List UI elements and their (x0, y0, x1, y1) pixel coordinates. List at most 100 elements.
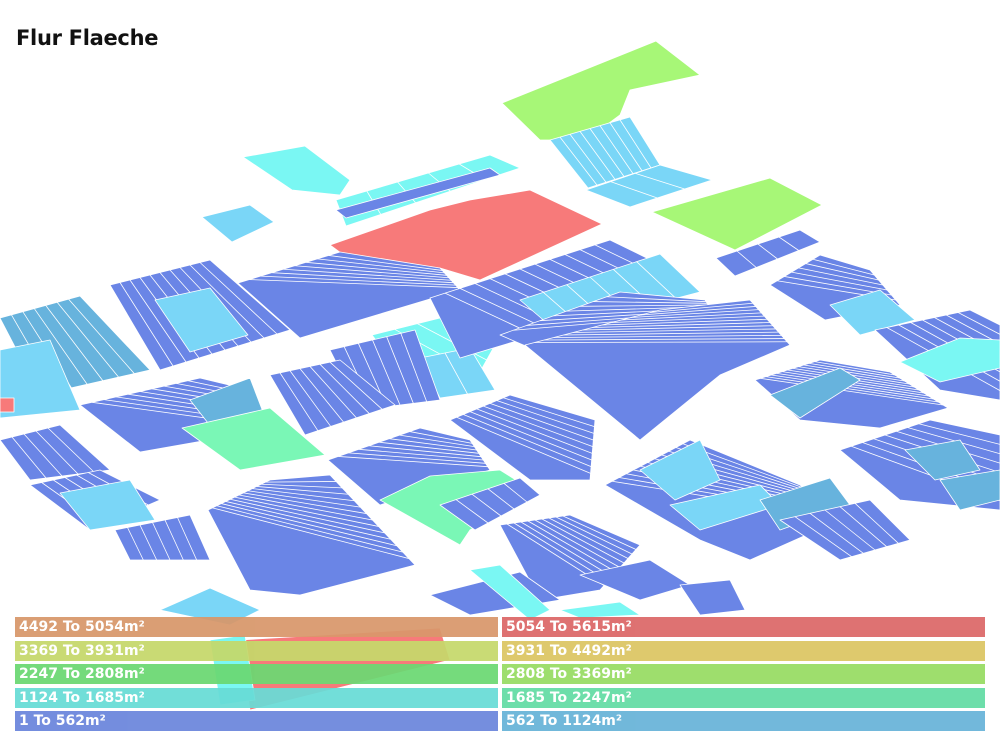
parcel-boundary (455, 499, 489, 524)
parcel-boundary (640, 306, 756, 316)
parcel-block[interactable] (59, 479, 156, 531)
parcel-boundary (283, 268, 452, 281)
parcel-boundary (619, 119, 652, 169)
parcel-block[interactable] (449, 394, 596, 481)
parcel-boundary (289, 370, 332, 427)
parcel-large[interactable] (501, 40, 701, 141)
parcel[interactable] (559, 601, 641, 619)
parcel-boundary (469, 411, 592, 461)
parcel-block[interactable] (0, 339, 81, 419)
parcel-boundary (328, 255, 443, 271)
parcel-boundary (534, 519, 621, 568)
parcel-boundary (444, 352, 468, 395)
parcel-block[interactable] (335, 167, 501, 219)
parcel-boundary (386, 336, 414, 404)
parcel-boundary (794, 516, 852, 557)
parcel-boundary (854, 503, 899, 544)
legend-item[interactable]: 3369 To 3931m² (15, 640, 498, 661)
parcel-boundary (317, 258, 445, 274)
parcel-boundary (610, 181, 658, 199)
legend-item[interactable]: 4492 To 5054m² (15, 617, 498, 637)
parcel-block[interactable] (0, 424, 111, 481)
parcel-boundary (338, 456, 488, 468)
parcel-boundary (582, 325, 773, 331)
parcel-boundary (247, 490, 361, 508)
parcel-boundary (348, 452, 486, 464)
parcel-boundary (534, 341, 788, 343)
parcel[interactable] (639, 439, 721, 501)
parcel-boundary (602, 318, 768, 326)
parcel-block[interactable] (327, 427, 491, 506)
legend-item[interactable]: 1 To 562m² (15, 711, 498, 731)
parcel-boundary (553, 334, 782, 338)
parcel-boundary (946, 314, 1000, 345)
parcel-block[interactable] (715, 229, 821, 277)
legend: 4492 To 5054m² 5054 To 5615m² 3369 To 3931… (15, 617, 985, 731)
parcel-boundary (319, 364, 370, 414)
parcel-boundary (177, 517, 198, 561)
parcel[interactable] (469, 564, 551, 621)
parcel-boundary (119, 282, 174, 367)
parcel-boundary (589, 128, 625, 177)
legend-item[interactable]: 1685 To 2247m² (502, 687, 985, 708)
parcel-block[interactable] (269, 359, 396, 436)
parcel-boundary (496, 400, 595, 434)
parcel-boundary (221, 503, 397, 547)
parcel-boundary (299, 368, 344, 423)
legend-item[interactable]: 3931 To 4492m² (502, 640, 985, 661)
parcel-block[interactable] (439, 477, 541, 531)
parcel-boundary (249, 279, 458, 288)
parcel[interactable] (154, 287, 249, 353)
parcel-large[interactable] (651, 177, 823, 251)
parcel-boundary (33, 308, 88, 385)
parcel-boundary (230, 498, 385, 534)
parcel-boundary (456, 416, 591, 474)
parcel-boundary (544, 338, 785, 341)
legend-item[interactable]: 2808 To 3369m² (502, 664, 985, 684)
parcel[interactable] (0, 397, 15, 413)
parcel-boundary (563, 331, 779, 336)
parcel-boundary (611, 315, 765, 323)
parcel-boundary (243, 492, 367, 514)
parcel-boundary (152, 522, 171, 561)
parcel-boundary (164, 519, 184, 561)
parcel-boundary (127, 527, 144, 561)
legend-item[interactable]: 2247 To 2808m² (15, 664, 498, 684)
parcel[interactable] (899, 337, 1000, 383)
parcel-boundary (487, 488, 515, 510)
parcel-boundary (635, 172, 685, 190)
parcel[interactable] (829, 289, 916, 336)
parcel[interactable] (242, 145, 351, 196)
parcel-boundary (812, 258, 875, 276)
parcel-boundary (256, 486, 349, 495)
legend-item[interactable]: 5054 To 5615m² (502, 617, 985, 637)
parcel-boundary (476, 408, 593, 454)
parcel-boundary (252, 488, 355, 502)
parcel-boundary (814, 361, 895, 376)
parcel-boundary (471, 493, 502, 517)
parcel-boundary (47, 427, 95, 473)
parcel-block[interactable] (939, 469, 1000, 511)
parcel[interactable] (904, 439, 981, 481)
parcel-boundary (778, 236, 799, 251)
parcel-boundary (771, 374, 934, 400)
parcel-boundary (358, 448, 484, 461)
parcel[interactable] (769, 367, 861, 419)
parcel-boundary (760, 377, 944, 406)
parcel-boundary (918, 423, 1000, 445)
parcel-boundary (35, 430, 79, 475)
map-title: Flur Flaeche (16, 26, 159, 50)
parcel[interactable] (679, 579, 746, 616)
legend-item[interactable]: 562 To 1124m² (502, 711, 985, 731)
parcel-large[interactable] (181, 407, 326, 471)
parcel-boundary (271, 272, 454, 284)
parcel-boundary (559, 136, 598, 186)
parcel-boundary (805, 263, 879, 281)
parcel[interactable] (201, 204, 275, 243)
parcel-boundary (736, 250, 757, 268)
parcel-boundary (791, 271, 888, 291)
legend-item[interactable]: 1124 To 1685m² (15, 687, 498, 708)
parcel-boundary (372, 339, 401, 406)
parcel-block[interactable] (207, 474, 416, 596)
